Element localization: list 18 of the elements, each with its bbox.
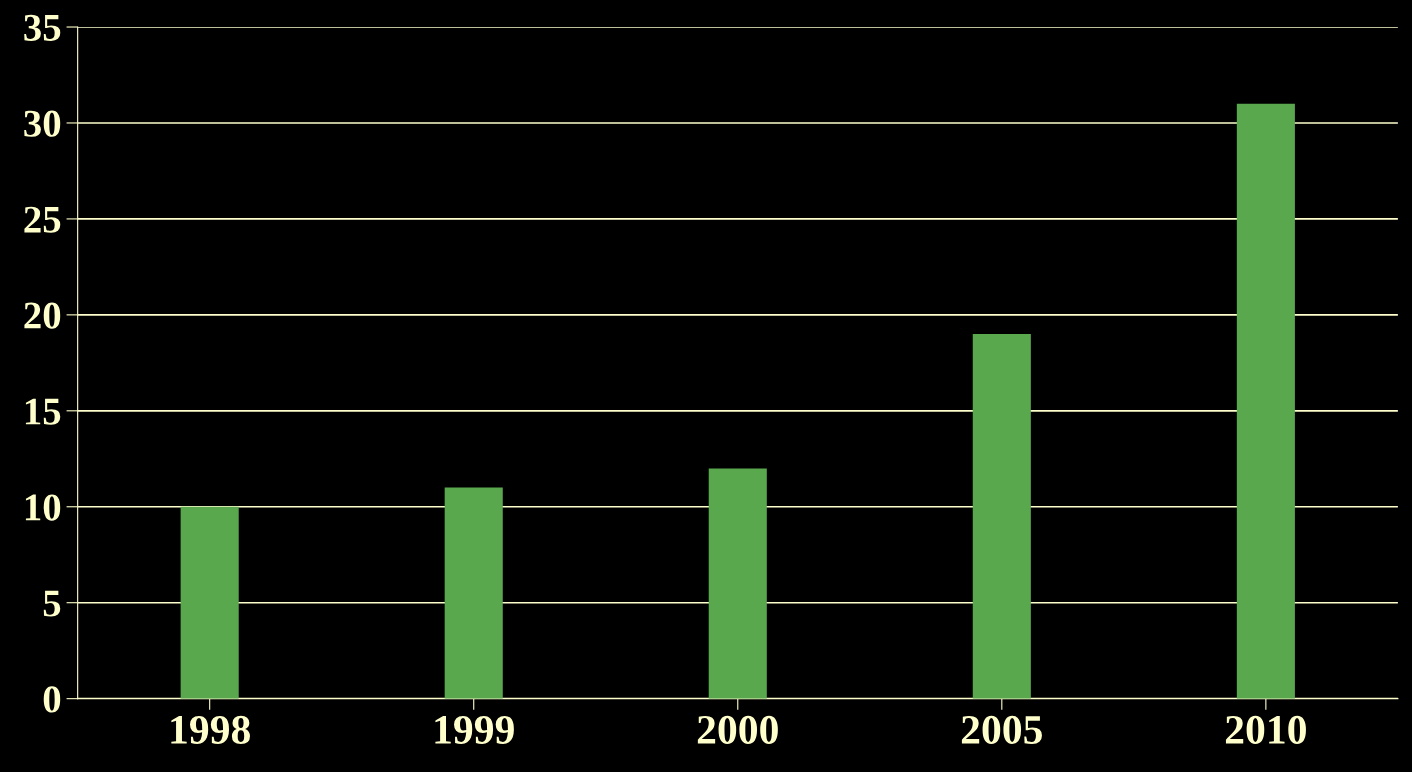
y-tick-label: 10	[25, 494, 61, 521]
y-tick-label: 30	[24, 110, 61, 137]
x-tick-label: 2000	[697, 715, 778, 744]
y-tick-label: 5	[43, 590, 61, 617]
bar	[1236, 103, 1295, 699]
bar	[444, 487, 503, 699]
y-tick-label: 25	[24, 206, 61, 233]
x-tick-label: 1998	[171, 715, 250, 744]
x-tick-label: 1999	[435, 715, 514, 744]
bar	[708, 468, 767, 699]
y-tick-label: 20	[24, 302, 61, 329]
y-tick-label: 35	[24, 14, 61, 41]
bar	[180, 506, 239, 699]
y-tick-label: 0	[43, 686, 61, 713]
y-tick-label: 15	[25, 398, 61, 425]
bar	[972, 334, 1031, 699]
x-tick-label: 2010	[1225, 715, 1306, 744]
x-tick-label: 2005	[961, 715, 1042, 744]
